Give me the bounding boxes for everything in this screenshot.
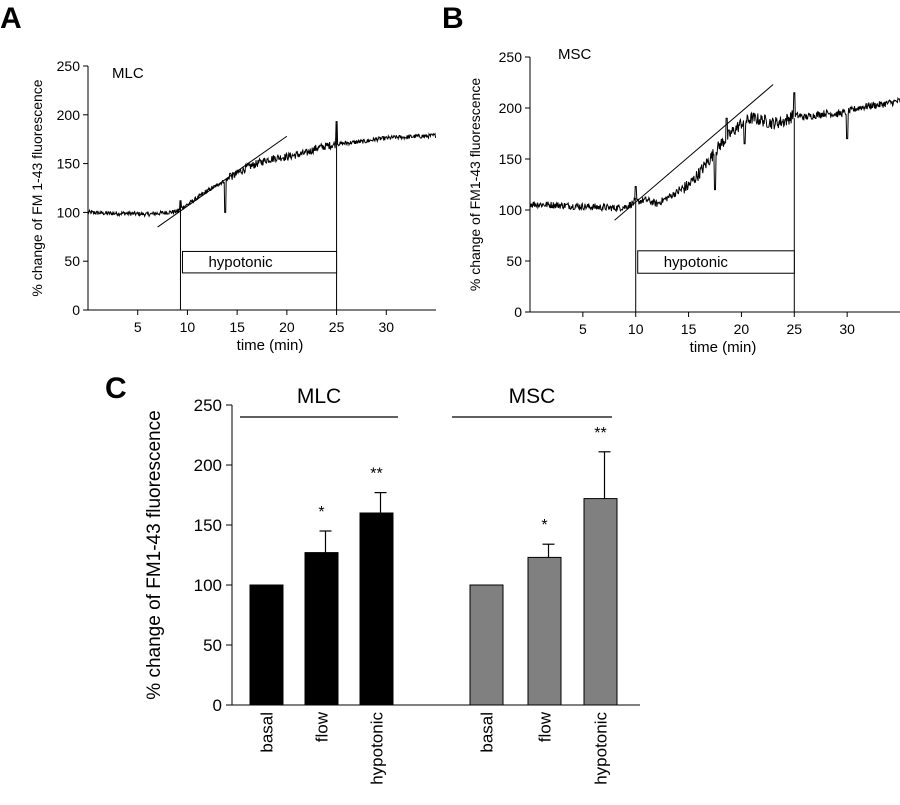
panel-a-y-tick-label: 150 bbox=[57, 156, 81, 172]
panel-a-inset-label: MLC bbox=[112, 65, 144, 82]
panel-c-letter: C bbox=[105, 372, 127, 405]
panel-c-bar-mlc-flow bbox=[304, 552, 339, 706]
panel-c-bar-mlc-hypotonic bbox=[359, 512, 394, 706]
panel-a-fit-line bbox=[157, 135, 288, 228]
panel-b-letter: B bbox=[442, 2, 464, 35]
panel-b-y-tick-label: 50 bbox=[506, 253, 522, 269]
panel-a-y-tick-label: 0 bbox=[72, 302, 80, 318]
panel-c-y-tick-label: 150 bbox=[194, 516, 222, 535]
panel-a-letter: A bbox=[0, 2, 22, 35]
panel-c-category-label: basal bbox=[258, 712, 277, 753]
panel-c-category-label: hypotonic bbox=[592, 712, 611, 785]
panel-b-trace-line bbox=[529, 92, 900, 213]
panel-c-bar-msc-basal bbox=[469, 584, 504, 706]
panel-b-y-tick-label: 0 bbox=[514, 304, 522, 320]
panel-c-significance: * bbox=[541, 517, 547, 534]
panel-b-x-tick-label: 20 bbox=[734, 321, 750, 337]
panel-a-x-tick-label: 30 bbox=[378, 319, 394, 335]
panel-a-y-tick-label: 250 bbox=[57, 58, 81, 74]
panel-c-group-label-msc: MSC bbox=[509, 385, 556, 408]
panel-c-category-label: flow bbox=[536, 711, 555, 742]
panel-b-stimulus-box bbox=[637, 250, 795, 274]
panel-b-y-tick-label: 250 bbox=[499, 49, 523, 65]
panel-c-bar-msc-hypotonic bbox=[583, 498, 618, 706]
panel-c-bar-mlc-basal bbox=[249, 584, 284, 706]
panel-c-y-tick-label: 200 bbox=[194, 456, 222, 475]
panel-c-bar-msc-flow bbox=[527, 556, 562, 706]
panel-c-y-tick-label: 100 bbox=[194, 576, 222, 595]
panel-a-y-tick-label: 100 bbox=[57, 204, 81, 220]
panel-c-y-tick-label: 250 bbox=[194, 396, 222, 415]
panel-c-category-label: hypotonic bbox=[368, 712, 387, 785]
panel-a-y-tick-label: 50 bbox=[64, 253, 80, 269]
panel-a-x-tick-label: 10 bbox=[180, 319, 196, 335]
panel-b-x-tick-label: 25 bbox=[786, 321, 802, 337]
panel-b-x-tick-label: 15 bbox=[681, 321, 697, 337]
panel-c-significance: ** bbox=[594, 425, 606, 442]
panel-c-y-tick-label: 0 bbox=[213, 696, 222, 715]
panel-a-x-tick-label: 15 bbox=[229, 319, 245, 335]
panel-c-group-label-mlc: MLC bbox=[297, 385, 341, 408]
panel-a-x-axis-label: time (min) bbox=[237, 337, 304, 354]
panel-b-x-axis-label: time (min) bbox=[690, 339, 757, 356]
panel-a-y-axis-label: % change of FM 1-43 fluorescence bbox=[29, 79, 45, 296]
panel-c-category-label: basal bbox=[478, 712, 497, 753]
panel-a-x-tick-label: 20 bbox=[279, 319, 295, 335]
panel-b-y-tick-label: 150 bbox=[499, 151, 523, 167]
panel-c-significance: ** bbox=[370, 466, 382, 483]
panel-b-y-tick-label: 100 bbox=[499, 202, 523, 218]
panel-c-y-tick-label: 50 bbox=[203, 636, 222, 655]
panel-a-y-tick-label: 200 bbox=[57, 107, 81, 123]
panel-b-stimulus-label: hypotonic bbox=[664, 254, 729, 271]
panel-b-x-tick-label: 30 bbox=[839, 321, 855, 337]
panel-b-y-tick-label: 200 bbox=[499, 100, 523, 116]
panel-c-category-label: flow bbox=[313, 711, 332, 742]
panel-a-stimulus-label: hypotonic bbox=[208, 254, 273, 271]
panel-b-inset-label: MSC bbox=[558, 46, 592, 63]
panel-a-x-tick-label: 25 bbox=[329, 319, 345, 335]
panel-b-y-axis-label: % change of FM1-43 fluorescence bbox=[467, 78, 483, 291]
panel-c-y-axis-label: % change of FM1-43 fluorescence bbox=[144, 410, 165, 699]
panel-c-significance: * bbox=[318, 504, 324, 521]
panel-a-x-tick-label: 5 bbox=[134, 319, 142, 335]
panel-a-trace-line bbox=[87, 121, 436, 218]
panel-b-x-tick-label: 5 bbox=[579, 321, 587, 337]
panel-b-x-tick-label: 10 bbox=[628, 321, 644, 337]
panel-b-fit-line bbox=[614, 84, 774, 221]
panel-a-stimulus-box bbox=[181, 250, 338, 274]
